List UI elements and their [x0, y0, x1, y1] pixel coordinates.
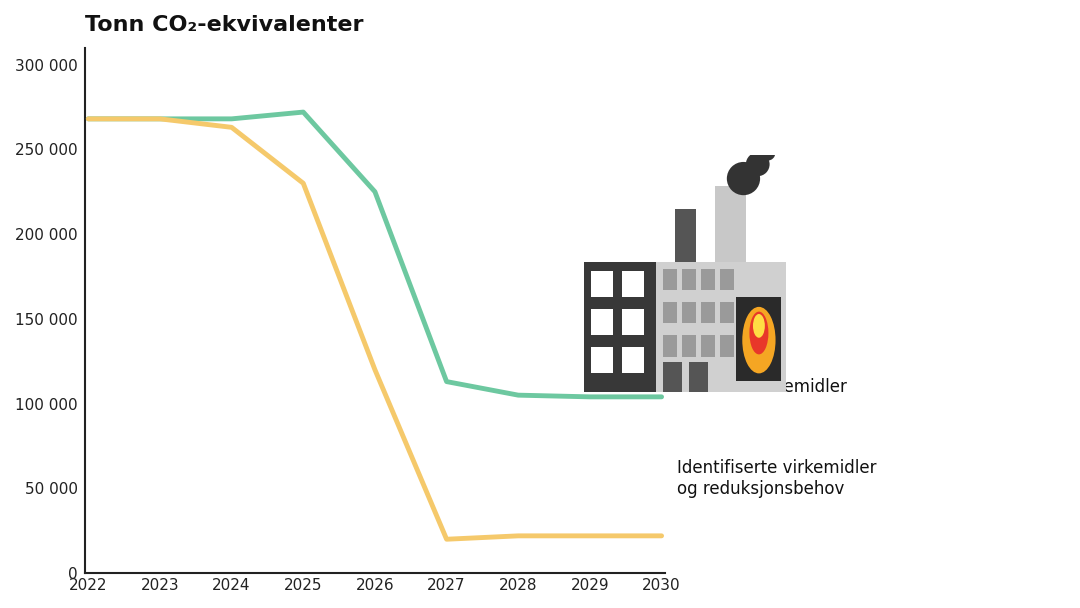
- FancyBboxPatch shape: [622, 309, 644, 336]
- FancyBboxPatch shape: [701, 302, 715, 323]
- Circle shape: [759, 144, 775, 161]
- FancyBboxPatch shape: [592, 271, 612, 297]
- Ellipse shape: [750, 312, 769, 354]
- FancyBboxPatch shape: [675, 209, 696, 261]
- FancyBboxPatch shape: [701, 269, 715, 290]
- Text: Identifiserte virkemidler
og reduksjonsbehov: Identifiserte virkemidler og reduksjonsb…: [677, 459, 876, 498]
- FancyBboxPatch shape: [737, 297, 782, 381]
- FancyBboxPatch shape: [663, 302, 677, 323]
- FancyBboxPatch shape: [719, 336, 734, 357]
- FancyBboxPatch shape: [663, 362, 681, 392]
- FancyBboxPatch shape: [622, 347, 644, 373]
- Ellipse shape: [753, 314, 765, 338]
- FancyBboxPatch shape: [719, 269, 734, 290]
- FancyBboxPatch shape: [681, 302, 696, 323]
- FancyBboxPatch shape: [701, 336, 715, 357]
- FancyBboxPatch shape: [592, 347, 612, 373]
- FancyBboxPatch shape: [584, 261, 656, 392]
- Text: Vedtatte virkemidler: Vedtatte virkemidler: [677, 378, 847, 396]
- FancyBboxPatch shape: [715, 185, 746, 261]
- Text: Tonn CO₂-ekvivalenter: Tonn CO₂-ekvivalenter: [84, 15, 363, 35]
- FancyBboxPatch shape: [681, 269, 696, 290]
- Circle shape: [727, 162, 760, 195]
- FancyBboxPatch shape: [622, 271, 644, 297]
- Circle shape: [746, 153, 770, 176]
- FancyBboxPatch shape: [663, 336, 677, 357]
- FancyBboxPatch shape: [656, 261, 786, 392]
- FancyBboxPatch shape: [592, 309, 612, 336]
- FancyBboxPatch shape: [719, 302, 734, 323]
- FancyBboxPatch shape: [681, 336, 696, 357]
- FancyBboxPatch shape: [663, 269, 677, 290]
- Ellipse shape: [742, 307, 775, 373]
- FancyBboxPatch shape: [689, 362, 707, 392]
